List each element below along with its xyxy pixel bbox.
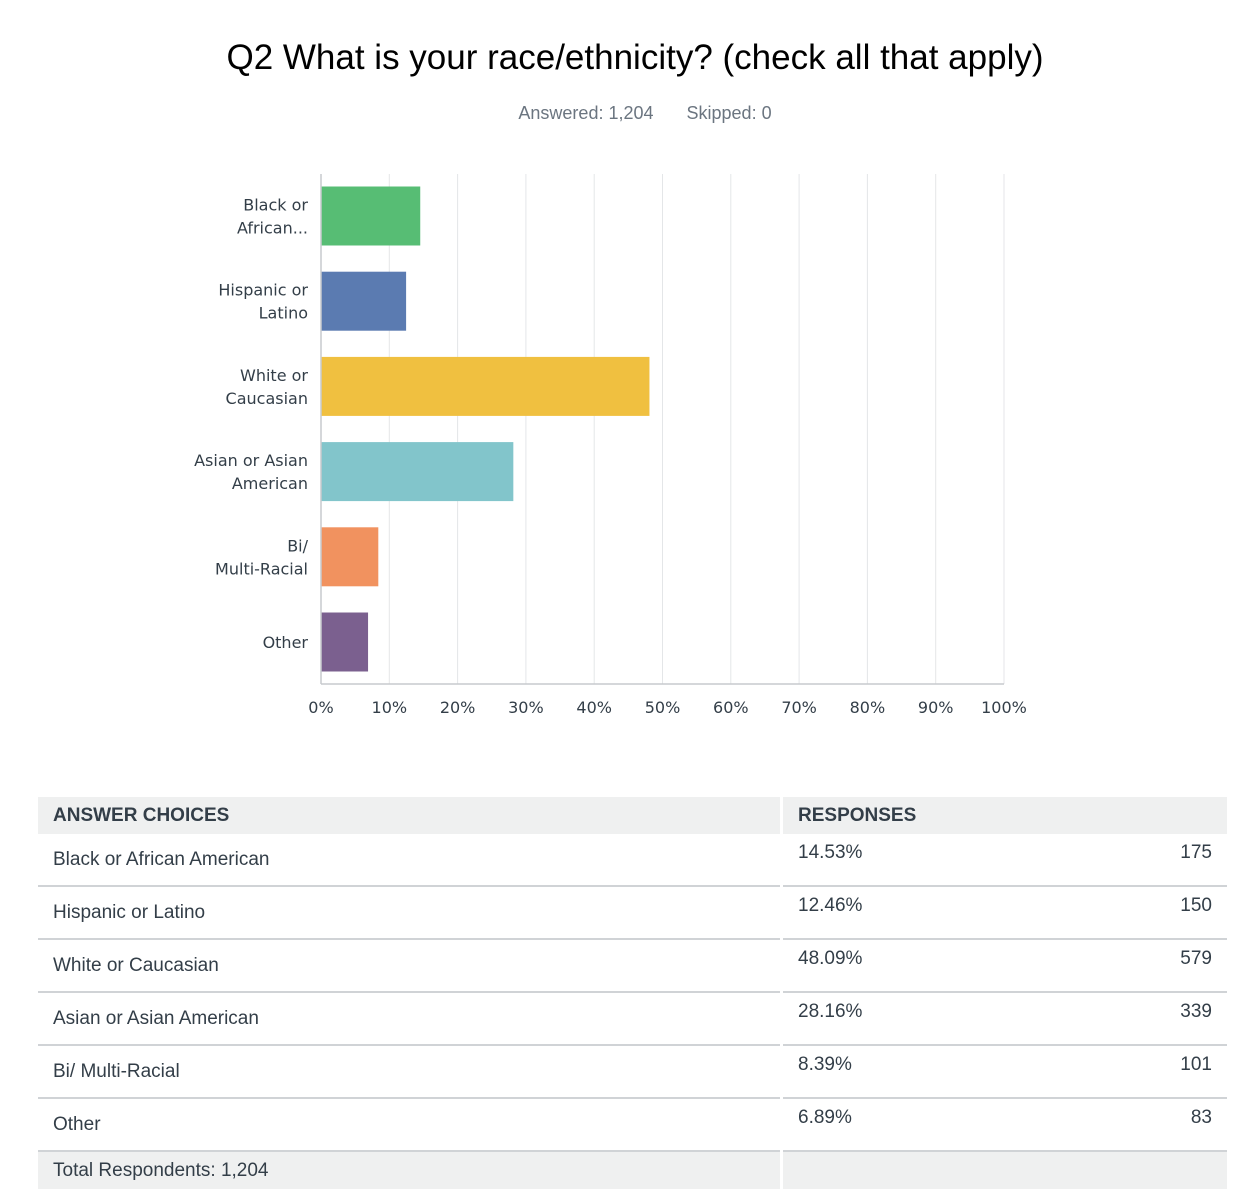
bar: [321, 442, 514, 502]
x-tick-label: 60%: [713, 698, 749, 717]
response-count: 175: [1034, 834, 1227, 887]
response-count: 579: [1034, 939, 1227, 993]
response-count: 83: [1034, 1098, 1227, 1152]
response-percent: 6.89%: [780, 1098, 1035, 1152]
response-count: 101: [1034, 1045, 1227, 1099]
category-label: Hispanic or Latino: [218, 281, 308, 323]
x-tick-label: 50%: [645, 698, 681, 717]
table-row: Bi/ Multi-Racial 8.39% 101: [38, 1045, 1227, 1099]
table-row: Asian or Asian American 28.16% 339: [38, 992, 1227, 1046]
response-percent: 14.53%: [780, 834, 1035, 887]
skipped-count: Skipped: 0: [686, 103, 772, 123]
bar-chart: 0% 10% 20% 30% 40% 50% 60% 70% 80% 90% 100% Black o…: [194, 174, 1027, 717]
bar: [321, 612, 369, 672]
response-count: 150: [1034, 886, 1227, 940]
bar: [321, 527, 379, 587]
responses-header: RESPONSES: [780, 797, 1227, 834]
bar: [321, 356, 650, 416]
total-row-blank: [780, 1151, 1227, 1189]
answer-choice: Asian or Asian American: [38, 992, 782, 1046]
table-row: Other 6.89% 83: [38, 1098, 1227, 1152]
category-label: Bi/Multi-Racial: [215, 536, 309, 578]
bar: [321, 186, 421, 246]
question-title: Q2 What is your race/ethnicity? (check a…: [226, 38, 1044, 77]
x-tick-label: 0%: [308, 698, 333, 717]
x-tick-label: 80%: [850, 698, 886, 717]
responses-table: ANSWER CHOICES RESPONSES Black or Africa…: [38, 797, 1227, 1189]
category-label: Asian or Asian American: [194, 451, 308, 493]
answered-count: Answered: 1,204: [518, 103, 654, 123]
x-tick-label: 30%: [508, 698, 544, 717]
category-label: Black or African...: [237, 196, 308, 238]
total-row: Total Respondents: 1,204: [38, 1151, 1227, 1189]
answer-choices-header: ANSWER CHOICES: [38, 797, 782, 834]
bar: [321, 271, 407, 331]
answer-choice: Other: [38, 1098, 782, 1152]
category-label: Other: [263, 633, 309, 652]
x-tick-label: 100%: [981, 698, 1027, 717]
category-label: White or Caucasian: [226, 366, 309, 408]
answer-choice: Black or African American: [38, 834, 782, 887]
response-count: 339: [1034, 992, 1227, 1046]
table-header-row: ANSWER CHOICES RESPONSES: [38, 797, 1227, 834]
x-tick-label: 70%: [781, 698, 817, 717]
response-percent: 12.46%: [780, 886, 1035, 940]
table-row: Black or African American 14.53% 175: [38, 834, 1227, 887]
response-percent: 28.16%: [780, 992, 1035, 1046]
x-tick-label: 20%: [440, 698, 476, 717]
x-tick-label: 90%: [918, 698, 954, 717]
response-percent: 8.39%: [780, 1045, 1035, 1099]
answer-choice: Bi/ Multi-Racial: [38, 1045, 782, 1099]
table-row: White or Caucasian 48.09% 579: [38, 939, 1227, 993]
x-tick-label: 40%: [576, 698, 612, 717]
answer-choice: White or Caucasian: [38, 939, 782, 993]
total-respondents: Total Respondents: 1,204: [38, 1151, 782, 1189]
table-row: Hispanic or Latino 12.46% 150: [38, 886, 1227, 940]
response-stats: Answered: 1,204 Skipped: 0: [0, 103, 1256, 124]
answer-choice: Hispanic or Latino: [38, 886, 782, 940]
x-tick-label: 10%: [372, 698, 408, 717]
response-percent: 48.09%: [780, 939, 1035, 993]
